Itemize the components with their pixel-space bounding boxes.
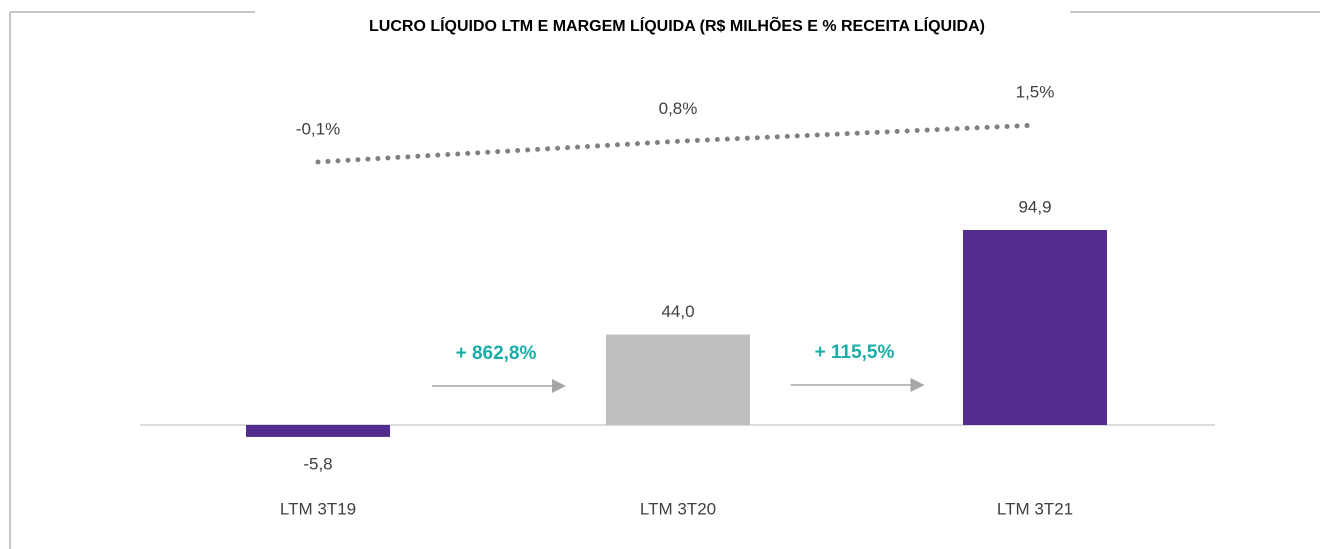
- x-tick-label: LTM 3T19: [280, 499, 356, 518]
- arrow-head: [910, 378, 925, 392]
- data-label: 1,5%: [1016, 83, 1055, 102]
- x-tick-label: LTM 3T20: [640, 499, 716, 518]
- chart-title: LUCRO LÍQUIDO LTM E MARGEM LÍQUIDA (R$ M…: [369, 15, 985, 35]
- annotation: + 115,5%: [815, 342, 895, 363]
- data-label: -0,1%: [296, 119, 340, 138]
- data-label: -5,8: [303, 454, 332, 473]
- x-tick-label: LTM 3T21: [997, 499, 1073, 518]
- bar: [606, 334, 750, 425]
- bar: [963, 229, 1107, 425]
- bar: [246, 425, 390, 437]
- annotation: + 862,8%: [456, 343, 537, 364]
- data-label: 94,9: [1018, 197, 1051, 216]
- line: [315, 122, 1038, 165]
- arrow-head: [552, 379, 566, 393]
- data-label: 0,8%: [659, 99, 698, 118]
- data-label: 44,0: [661, 302, 694, 321]
